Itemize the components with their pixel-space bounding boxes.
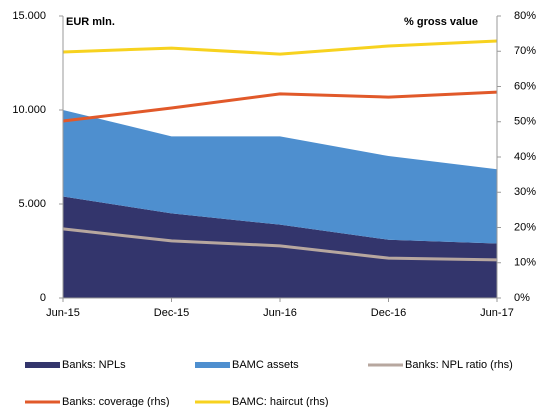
- y-tick-label: 10.000: [12, 104, 46, 116]
- line: [62, 90, 498, 123]
- legend-label: Banks: NPL ratio (rhs): [405, 359, 513, 371]
- x-tick-label: Dec-16: [371, 307, 406, 319]
- y2-tick-label: 10%: [514, 257, 536, 269]
- y2-tick-label: 70%: [514, 45, 536, 57]
- line: [62, 227, 498, 262]
- area: [63, 110, 497, 244]
- right-axis-unit: % gross value: [404, 16, 478, 28]
- y2-tick-label: 80%: [514, 10, 536, 22]
- y2-tick-label: 50%: [514, 116, 536, 128]
- legend-swatch: [25, 362, 60, 368]
- y2-tick-label: 20%: [514, 221, 536, 233]
- x-tick-label: Dec-15: [154, 307, 189, 319]
- y-tick-label: 0: [40, 292, 46, 304]
- legend-swatch: [195, 362, 230, 368]
- legend-label: Banks: NPLs: [62, 359, 126, 371]
- plot: [62, 39, 498, 298]
- y2-tick-label: 0%: [514, 292, 530, 304]
- y-tick-label: 15.000: [12, 10, 46, 22]
- x-tick-label: Jun-15: [46, 307, 80, 319]
- legend-label: BAMC assets: [232, 359, 299, 371]
- legend-label: Banks: coverage (rhs): [62, 396, 170, 407]
- x-tick-label: Jun-17: [480, 307, 514, 319]
- y-tick-label: 5.000: [18, 198, 46, 210]
- left-axis-unit: EUR mln.: [66, 16, 115, 28]
- y2-tick-label: 40%: [514, 151, 536, 163]
- legend-label: BAMC: haircut (rhs): [232, 396, 329, 407]
- y2-tick-label: 30%: [514, 186, 536, 198]
- x-tick-label: Jun-16: [263, 307, 297, 319]
- y2-tick-label: 60%: [514, 80, 536, 92]
- line: [62, 39, 498, 56]
